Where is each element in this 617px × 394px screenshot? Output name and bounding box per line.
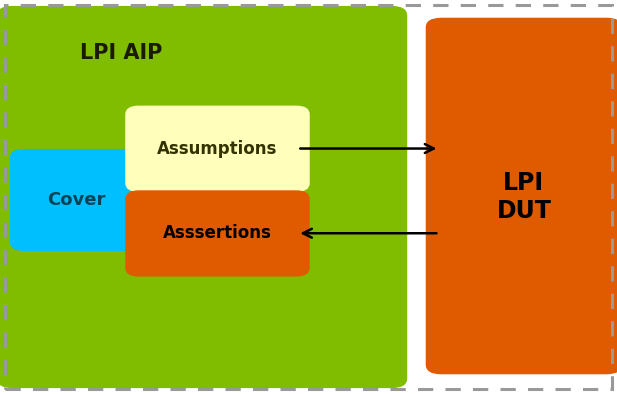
FancyBboxPatch shape [10, 149, 142, 251]
FancyBboxPatch shape [125, 190, 310, 277]
Text: LPI
DUT: LPI DUT [497, 171, 551, 223]
Text: Assumptions: Assumptions [157, 139, 278, 158]
FancyBboxPatch shape [0, 6, 407, 388]
Text: Asssertions: Asssertions [163, 224, 271, 242]
FancyBboxPatch shape [125, 106, 310, 192]
Text: Cover: Cover [47, 191, 105, 209]
Text: LPI AIP: LPI AIP [80, 43, 163, 63]
FancyBboxPatch shape [426, 18, 617, 374]
